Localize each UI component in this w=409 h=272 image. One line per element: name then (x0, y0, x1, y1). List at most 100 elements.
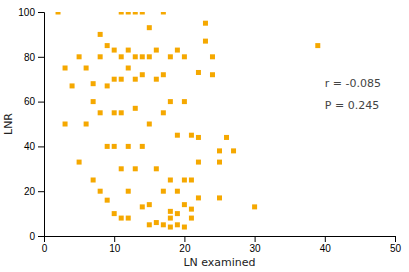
tick: 80 (24, 52, 44, 63)
point (119, 110, 124, 115)
point (182, 99, 187, 104)
tick: 40 (320, 236, 332, 254)
point (154, 77, 159, 82)
tick: 100 (18, 7, 44, 18)
point (133, 54, 138, 59)
point (56, 12, 61, 15)
point (315, 43, 320, 48)
point (196, 135, 201, 140)
tick-mark (325, 236, 326, 242)
y-axis: 0 20 40 60 80 100 (18, 7, 44, 242)
annotation: r = -0.085 (325, 77, 381, 90)
point (168, 178, 173, 183)
point (161, 72, 166, 77)
point (154, 48, 159, 53)
point (112, 110, 117, 115)
chart: 0 10 20 30 40 50 0 20 40 60 80 100 LN examined LNR r =… (0, 0, 409, 272)
tick-mark (38, 146, 44, 147)
point (112, 144, 117, 149)
point (161, 12, 166, 15)
point (140, 72, 145, 77)
annotation: P = 0.245 (325, 99, 379, 112)
point (119, 166, 124, 171)
tick-label: 20 (24, 186, 36, 197)
tick-mark (38, 236, 44, 237)
point (98, 54, 103, 59)
x-label: LN examined (183, 256, 255, 269)
point (210, 72, 215, 77)
point (91, 81, 96, 86)
point (147, 202, 152, 207)
point (112, 77, 117, 82)
point (175, 222, 180, 227)
point (224, 135, 229, 140)
point (119, 54, 124, 59)
point (77, 54, 82, 59)
point (161, 110, 166, 115)
point (112, 48, 117, 53)
point (168, 54, 173, 59)
tick-mark (184, 236, 185, 242)
point (98, 110, 103, 115)
point (203, 39, 208, 44)
point (63, 122, 68, 127)
tick-mark (38, 191, 44, 192)
point (91, 178, 96, 183)
point (189, 178, 194, 183)
point (112, 211, 117, 216)
point (217, 148, 222, 153)
point (133, 166, 138, 171)
point (84, 122, 89, 127)
point (175, 211, 180, 216)
tick-mark (114, 236, 115, 242)
point (70, 83, 75, 88)
point (175, 133, 180, 138)
point (126, 189, 131, 194)
point (189, 133, 194, 138)
point (231, 148, 236, 153)
tick: 0 (29, 231, 44, 242)
point (161, 222, 166, 227)
point (217, 160, 222, 165)
point (189, 207, 194, 212)
point (196, 160, 201, 165)
point (168, 209, 173, 214)
tick: 30 (250, 236, 262, 254)
tick-label: 0 (42, 243, 48, 254)
point (140, 54, 145, 59)
axis-line (45, 237, 396, 243)
tick-label: 60 (24, 96, 36, 107)
tick-mark (38, 102, 44, 103)
point (77, 160, 82, 165)
tick: 20 (24, 186, 44, 197)
x-axis: 01020304050 (42, 236, 402, 254)
point (168, 99, 173, 104)
tick-label: 0 (29, 231, 35, 242)
point (119, 216, 124, 221)
plot: 0 10 20 30 40 50 0 20 40 60 80 100 (18, 7, 401, 254)
point (168, 225, 173, 230)
tick-mark (255, 236, 256, 242)
point (196, 195, 201, 200)
point (140, 12, 145, 15)
y-label: LNR (2, 113, 15, 135)
tick-label: 80 (24, 52, 36, 63)
point (126, 144, 131, 149)
point (147, 25, 152, 30)
point (105, 198, 110, 203)
point (126, 12, 131, 15)
point (182, 178, 187, 183)
point (196, 70, 201, 75)
point (98, 32, 103, 37)
tick: 40 (24, 141, 44, 152)
tick: 10 (109, 236, 121, 254)
tick-label: 40 (320, 243, 332, 254)
tick: 50 (390, 236, 402, 254)
point (119, 12, 124, 15)
tick-label: 40 (24, 141, 36, 152)
point (175, 189, 180, 194)
point (63, 66, 68, 71)
point (210, 54, 215, 59)
point (217, 195, 222, 200)
point (168, 216, 173, 221)
